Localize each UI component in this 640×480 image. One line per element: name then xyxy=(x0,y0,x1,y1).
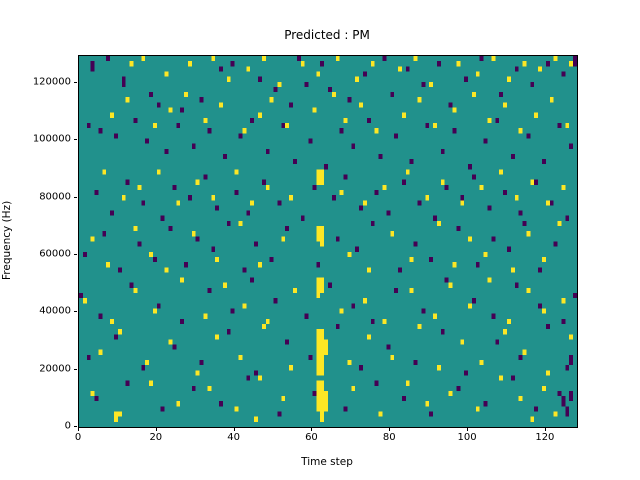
y-axis-label: Frequency (Hz) xyxy=(1,200,13,281)
x-tick-label: 40 xyxy=(227,432,240,443)
heatmap-plot-area xyxy=(78,55,578,428)
y-tick-label: 20000 xyxy=(39,363,71,375)
y-tick-mark xyxy=(73,81,77,83)
x-tick-label: 20 xyxy=(149,432,163,443)
page-title: Predicted : PM xyxy=(284,28,370,42)
x-tick-mark xyxy=(155,427,157,431)
y-tick-mark xyxy=(73,426,77,427)
y-tick-label: 60000 xyxy=(39,248,71,260)
x-tick-label: 100 xyxy=(457,432,477,443)
x-tick-label: 80 xyxy=(382,432,396,443)
y-tick-label: 40000 xyxy=(39,305,71,317)
x-tick-mark xyxy=(467,427,469,431)
y-tick-label: 80000 xyxy=(39,191,71,203)
y-tick-mark xyxy=(73,311,77,313)
x-tick-label: 120 xyxy=(535,432,555,443)
y-tick-mark xyxy=(73,253,77,255)
heatmap-canvas xyxy=(79,56,577,427)
x-tick-mark xyxy=(389,427,391,431)
x-tick-label: 0 xyxy=(74,432,82,443)
y-tick-mark xyxy=(73,139,77,141)
y-tick-label: 100000 xyxy=(32,133,71,145)
x-tick-mark xyxy=(233,427,235,431)
x-axis-label: Time step xyxy=(301,456,353,468)
x-tick-label: 60 xyxy=(305,432,318,443)
y-tick-mark xyxy=(73,196,77,198)
y-tick-label: 120000 xyxy=(32,76,71,88)
y-tick-label: 0 xyxy=(64,420,71,432)
x-tick-mark xyxy=(544,427,546,431)
y-tick-mark xyxy=(73,368,77,370)
x-tick-mark xyxy=(311,427,313,431)
x-tick-mark xyxy=(78,427,79,431)
